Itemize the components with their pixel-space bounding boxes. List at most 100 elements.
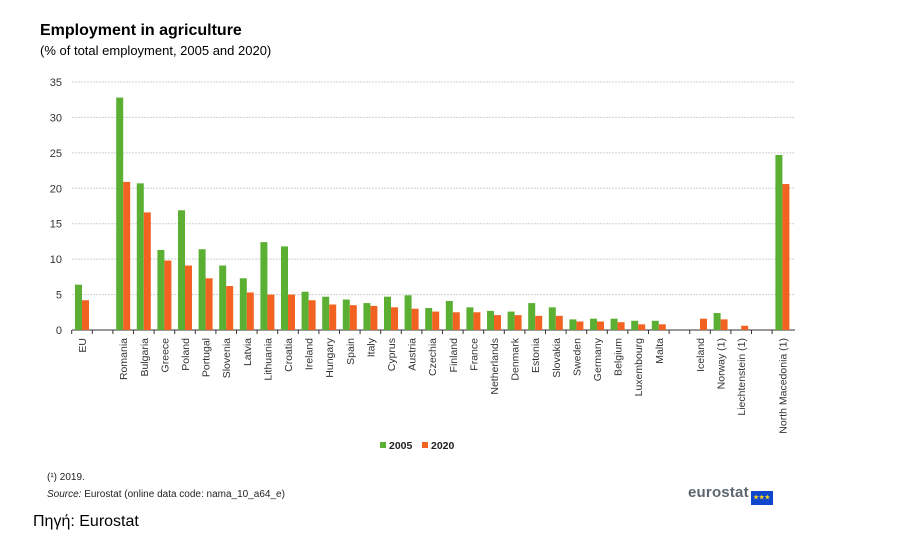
- y-tick-label: 30: [50, 112, 62, 124]
- bar-2005: [281, 246, 288, 330]
- y-tick-label: 35: [50, 77, 62, 89]
- bar-2020: [308, 300, 316, 330]
- bar-2020: [638, 324, 646, 330]
- x-tick-label: Norway (1): [716, 338, 728, 389]
- bar-2005: [631, 320, 639, 330]
- y-tick-label: 10: [50, 254, 62, 266]
- y-tick-label: 15: [50, 219, 62, 231]
- bar-2020: [329, 304, 337, 330]
- bar-2020: [370, 305, 378, 330]
- bar-2005: [425, 308, 433, 330]
- bar-2020: [123, 181, 131, 330]
- bar-2005: [322, 296, 330, 330]
- x-tick-label: Iceland: [695, 338, 707, 372]
- x-tick-label: Croatia: [283, 338, 295, 372]
- x-tick-label: Finland: [448, 338, 460, 373]
- bar-2020: [514, 315, 522, 330]
- bar-2005: [75, 284, 82, 330]
- legend-swatch: [422, 442, 428, 448]
- bar-2020: [432, 311, 440, 330]
- bar-2005: [569, 319, 577, 330]
- x-tick-label: Greece: [159, 338, 171, 373]
- legend-swatch: [380, 442, 386, 448]
- source-label: Source:: [47, 489, 82, 500]
- bar-2005: [116, 97, 124, 331]
- bar-2020: [164, 260, 172, 330]
- greek-source: Πηγή: Eurostat: [33, 513, 139, 530]
- y-tick-label: 0: [56, 325, 62, 337]
- eurostat-logo: eurostat ★★★: [688, 484, 773, 505]
- bar-2020: [246, 292, 254, 330]
- x-tick-label: Ireland: [304, 338, 316, 370]
- x-tick-label: Malta: [654, 338, 666, 364]
- bar-2005: [363, 303, 371, 330]
- bar-2005: [239, 278, 247, 330]
- x-tick-label: Cyprus: [386, 338, 398, 371]
- x-tick-label: Hungary: [324, 337, 336, 377]
- bar-2020: [658, 324, 666, 330]
- legend-label: 2005: [389, 440, 413, 452]
- bar-2020: [576, 321, 584, 330]
- x-tick-label: Bulgaria: [139, 338, 151, 377]
- x-tick-label: Sweden: [571, 338, 583, 376]
- bar-2005: [548, 307, 556, 330]
- x-tick-label: Luxembourg: [633, 338, 645, 397]
- x-tick-label: Estonia: [530, 338, 542, 373]
- source-text: Eurostat (online data code: nama_10_a64_…: [81, 489, 285, 500]
- x-tick-label: Lithuania: [262, 338, 274, 381]
- bar-2020: [452, 312, 460, 330]
- bar-2005: [590, 318, 597, 330]
- bar-2005: [713, 312, 721, 330]
- x-tick-label: Italy: [365, 337, 377, 357]
- x-tick-label: Portugal: [201, 338, 213, 377]
- bar-2020: [82, 300, 89, 330]
- bar-2020: [473, 312, 481, 330]
- x-tick-label: Poland: [180, 338, 192, 371]
- x-tick-label: Romania: [118, 338, 130, 380]
- bar-2005: [157, 249, 165, 330]
- bar-2005: [198, 249, 206, 330]
- bar-2005: [342, 299, 350, 330]
- x-tick-label: EU: [77, 338, 89, 353]
- bar-2020: [349, 305, 357, 330]
- bar-2020: [391, 307, 398, 330]
- x-tick-label: Belgium: [613, 338, 625, 376]
- bar-2020: [535, 315, 543, 330]
- bar-2005: [528, 303, 536, 330]
- logo-text: eurostat: [688, 484, 749, 501]
- chart-subtitle: (% of total employment, 2005 and 2020): [40, 43, 272, 58]
- bar-2020: [267, 294, 275, 330]
- bar-2005: [260, 242, 268, 330]
- bar-2020: [143, 212, 151, 330]
- bar-2005: [445, 300, 453, 330]
- bar-2020: [720, 319, 728, 330]
- x-tick-label: France: [468, 338, 480, 371]
- bar-2020: [205, 278, 213, 330]
- y-tick-label: 5: [56, 290, 62, 302]
- bar-2020: [411, 308, 419, 330]
- bar-2005: [178, 210, 185, 330]
- bar-2005: [775, 154, 783, 330]
- eu-flag-icon: ★★★: [750, 491, 773, 505]
- x-tick-label: Netherlands: [489, 338, 501, 395]
- bar-2020: [185, 265, 192, 330]
- y-tick-label: 25: [50, 148, 62, 160]
- bar-2005: [651, 320, 659, 330]
- chart-title: Employment in agriculture: [40, 22, 242, 39]
- bar-2020: [555, 315, 563, 330]
- x-tick-label: Liechtenstein (1): [736, 338, 748, 416]
- bar-2005: [219, 265, 227, 330]
- bar-2005: [507, 311, 515, 330]
- x-tick-label: Denmark: [510, 337, 522, 380]
- bar-2005: [404, 295, 412, 330]
- bar-2020: [700, 318, 707, 330]
- y-tick-label: 20: [50, 183, 62, 195]
- bar-2020: [494, 315, 501, 330]
- x-tick-label: Czechia: [427, 338, 439, 376]
- legend-label: 2020: [431, 440, 455, 452]
- bar-2020: [741, 325, 749, 330]
- bar-2005: [610, 318, 618, 330]
- bar-2005: [136, 183, 144, 330]
- bar-2020: [617, 322, 625, 330]
